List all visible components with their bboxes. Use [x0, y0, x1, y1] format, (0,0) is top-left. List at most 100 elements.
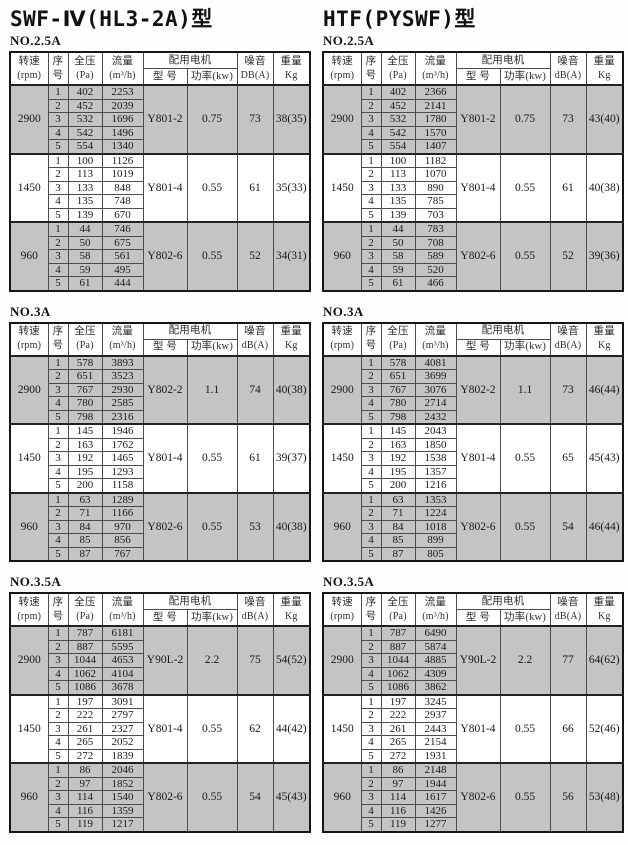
seq-cell: 2 [47, 167, 69, 182]
flow-cell: 1357 [414, 464, 457, 479]
seq-cell: 4 [47, 262, 69, 277]
flow-cell: 767 [101, 546, 144, 562]
weight-cell: 44(42) [272, 693, 311, 764]
seq-cell: 1 [47, 84, 69, 100]
seq-cell: 1 [360, 491, 382, 507]
seq-cell: 4 [360, 125, 382, 140]
seq-cell: 3 [47, 519, 69, 534]
col-header-weight: 重量 Kg [585, 51, 624, 86]
pressure-cell: 578 [380, 354, 416, 370]
col-header-speed: 转速 (rpm) [322, 592, 362, 627]
size-label: NO.3.5A [10, 574, 62, 589]
motor-model-cell: Y802-6 [455, 762, 501, 832]
motor-power-cell: 0.55 [499, 762, 551, 832]
rpm-cell: 960 [9, 762, 49, 832]
pressure-cell: 261 [380, 721, 416, 736]
seq-cell: 5 [47, 207, 69, 223]
flow-cell: 1852 [101, 776, 144, 791]
flow-cell: 1289 [101, 491, 144, 507]
col-header-speed: 转速 (rpm) [9, 51, 49, 86]
seq-cell: 5 [47, 409, 69, 425]
noise-cell: 54 [236, 762, 274, 832]
seq-cell: 2 [47, 98, 69, 113]
weight-cell: 43(40) [585, 84, 624, 154]
flow-cell: 3523 [101, 369, 144, 384]
flow-cell: 675 [101, 235, 144, 250]
seq-cell: 4 [47, 396, 69, 411]
noise-cell: 61 [236, 423, 274, 493]
flow-cell: 2039 [101, 98, 144, 113]
flow-cell: 3862 [414, 680, 457, 695]
seq-cell: 4 [360, 666, 382, 681]
pressure-cell: 71 [67, 506, 103, 521]
size-label: NO.3A [323, 303, 364, 319]
weight-cell: 38(35) [272, 84, 311, 154]
seq-cell: 5 [47, 478, 69, 493]
flow-cell: 748 [101, 194, 144, 209]
motor-power-cell: 1.1 [186, 354, 238, 425]
flow-cell: 2366 [414, 84, 457, 100]
table-row: 4 542 1570 [323, 125, 623, 140]
noise-cell: 73 [549, 84, 587, 154]
noise-cell: 62 [236, 693, 274, 764]
col-header-model: 型 号 [455, 338, 501, 356]
weight-cell: 46(44) [585, 491, 624, 562]
pressure-cell: 97 [380, 776, 416, 791]
table-row: 2900 1 787 6490 Y90L-2 2.2 77 64(62) [322, 625, 624, 695]
spec-table-wrap: 转速 (rpm) 序号全压 (Pa) 流量 (m³/h) 配用电机 噪音 dB(A) 重量 Kg 型 … [9, 321, 311, 562]
flow-cell: 466 [414, 276, 457, 291]
table-row: 2 163 1850 [323, 437, 623, 452]
motor-power-cell: 0.55 [186, 221, 238, 291]
flow-cell: 495 [101, 262, 144, 277]
flow-cell: 2046 [101, 762, 144, 778]
pressure-cell: 767 [67, 382, 103, 397]
motor-model-cell: Y802-6 [142, 491, 188, 562]
flow-cell: 746 [101, 221, 144, 237]
flow-cell: 2141 [414, 98, 457, 113]
seq-cell: 2 [360, 708, 382, 723]
series-title-swf: SWF-Ⅳ(HL3-2A)型 [10, 7, 213, 31]
flow-cell: 3245 [414, 693, 457, 709]
pressure-cell: 61 [380, 276, 416, 291]
seq-cell: 5 [47, 546, 69, 562]
motor-model-cell: Y801-2 [142, 84, 188, 154]
flow-cell: 1166 [101, 506, 144, 521]
seq-cell: 2 [360, 776, 382, 791]
seq-cell: 4 [47, 125, 69, 140]
table-row: 2 71 1166 [10, 506, 310, 521]
pressure-cell: 798 [380, 409, 416, 425]
table-row: 2900 1 402 2253 Y801-2 0.75 73 38(35) [9, 84, 311, 154]
seq-cell: 3 [360, 382, 382, 397]
motor-model-cell: Y802-2 [455, 354, 501, 425]
col-header-motor-group: 配用电机 [455, 592, 551, 610]
flow-cell: 1018 [414, 519, 457, 534]
pressure-cell: 787 [380, 625, 416, 641]
pressure-cell: 1062 [67, 666, 103, 681]
motor-power-cell: 2.2 [499, 625, 551, 695]
pressure-cell: 116 [380, 803, 416, 818]
noise-cell: 65 [549, 423, 587, 493]
seq-cell: 3 [360, 180, 382, 195]
spec-section: NO.3A 转速 (rpm) 序号全压 (Pa) 流量 (m³/h) 配用电机 噪音 dB(A)… [322, 303, 624, 562]
col-header-seq: 序号 [47, 51, 69, 86]
seq-cell: 5 [360, 748, 382, 764]
seq-cell: 5 [47, 748, 69, 764]
weight-cell: 45(43) [585, 423, 624, 493]
table-row: 3 114 1617 [323, 790, 623, 805]
flow-cell: 783 [414, 221, 457, 237]
motor-power-cell: 0.55 [499, 423, 551, 493]
weight-cell: 39(36) [585, 221, 624, 291]
seq-cell: 2 [360, 98, 382, 113]
rpm-cell: 1450 [9, 423, 49, 493]
flow-cell: 1217 [101, 817, 144, 832]
flow-cell: 2930 [101, 382, 144, 397]
motor-power-cell: 0.55 [499, 491, 551, 562]
pressure-cell: 63 [380, 491, 416, 507]
pressure-cell: 133 [67, 180, 103, 195]
pressure-cell: 114 [380, 790, 416, 805]
col-header-speed: 转速 (rpm) [9, 322, 49, 356]
weight-cell: 40(38) [272, 491, 311, 562]
flow-cell: 1070 [414, 167, 457, 182]
spec-section: NO.2.5A 转速 (rpm) 序号全压 (Pa) 流量 (m³/h) 配用电机 噪音 dB(… [322, 33, 624, 292]
